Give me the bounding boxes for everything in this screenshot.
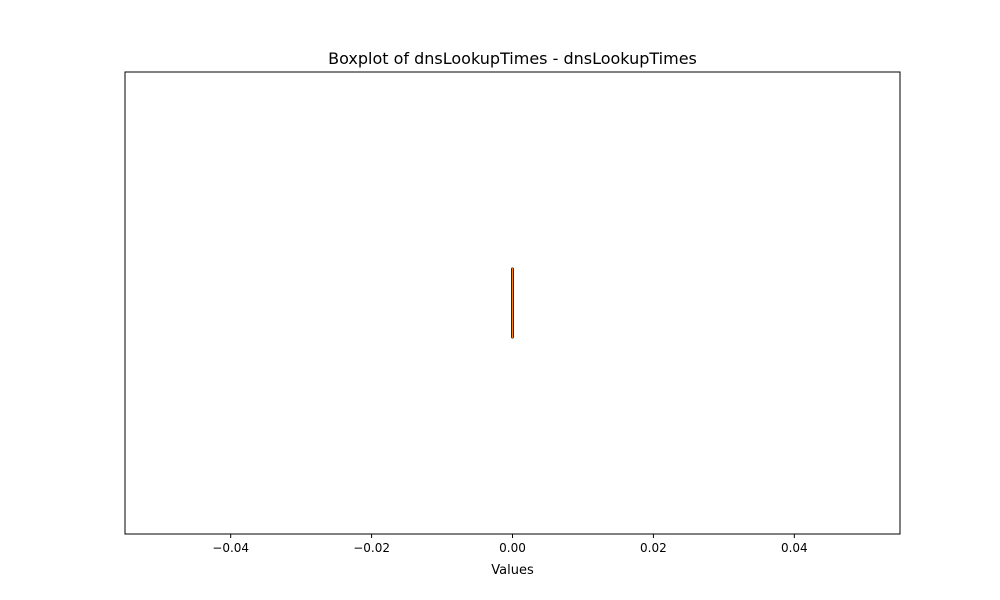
chart-title: Boxplot of dnsLookupTimes - dnsLookupTim…: [328, 49, 697, 68]
x-axis-label: Values: [491, 563, 534, 578]
x-axis-ticks: −0.04 −0.02 0.00 0.02 0.04: [212, 534, 808, 555]
x-tick-label: 0.02: [640, 541, 667, 555]
x-tick-label: 0.04: [781, 541, 808, 555]
x-tick-label: 0.00: [499, 541, 526, 555]
box-group: [511, 267, 514, 339]
x-tick-label: −0.02: [353, 541, 390, 555]
x-tick-label: −0.04: [212, 541, 249, 555]
